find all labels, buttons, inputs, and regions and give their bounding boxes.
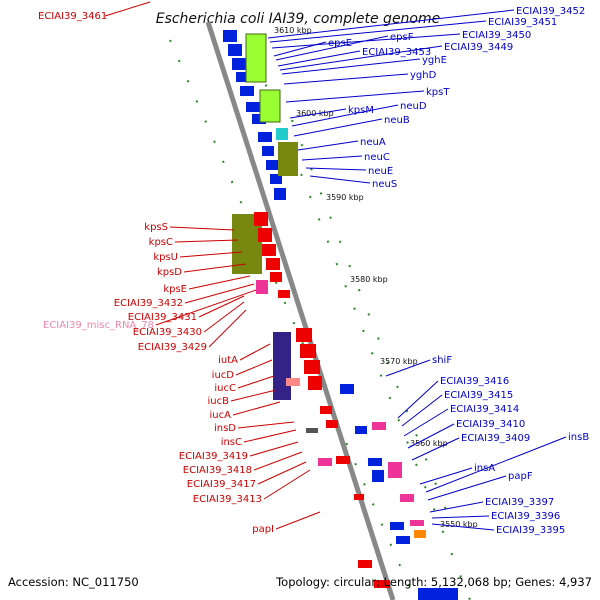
right-labels: ECIAI39_3452 ECIAI39_3451 ECIAI39_3450 e…	[328, 6, 585, 190]
gene-label: neuA	[360, 137, 386, 148]
gene-label: ECIAI39_3452	[516, 6, 585, 17]
gene-label: iutA	[218, 355, 238, 366]
gene-label: ECIAI39_3429	[138, 342, 207, 353]
gene-label: shiF	[432, 355, 452, 366]
gene-label: epsE	[328, 38, 352, 49]
feature-grey	[306, 428, 318, 433]
tick-label: 3570 kbp	[380, 357, 418, 366]
left-leaders	[155, 226, 321, 530]
gene-label: ECIAI39_3416	[440, 376, 509, 387]
gene-label: ECIAI39_3410	[456, 419, 525, 430]
gene-label: neuC	[364, 152, 390, 163]
tick-labels: 3610 kbp 3600 kbp 3590 kbp 3580 kbp 3570…	[274, 26, 478, 529]
gene-label: ECIAI39_3397	[485, 497, 554, 508]
gene-label: iucC	[214, 383, 236, 394]
label-leader	[104, 1, 151, 17]
gene-label: insB	[568, 432, 589, 443]
gene-label: kpsS	[144, 222, 168, 233]
gene-label: ECIAI39_3413	[193, 494, 262, 505]
gene-label: yghD	[410, 70, 437, 81]
gene-label: neuB	[384, 115, 410, 126]
gene-label: ECIAI39_3419	[179, 451, 248, 462]
genome-backbone	[205, 21, 396, 600]
right-leaders	[267, 9, 515, 184]
gene-label: ECIAI39_3396	[491, 511, 560, 522]
gene-label: ECIAI39_3431	[128, 312, 197, 323]
gene-label: yghE	[422, 55, 447, 66]
gene-label: ECIAI39_3430	[133, 327, 202, 338]
gene-label: papI	[252, 524, 274, 535]
feature-pink-4	[400, 494, 414, 502]
gene-label: neuE	[368, 166, 393, 177]
gene-label: ECIAI39_3417	[187, 479, 256, 490]
reverse-genes	[254, 212, 390, 588]
inner-tick-ring	[247, 39, 471, 600]
feature-pink-5	[410, 520, 424, 526]
gene-label: ECIAI39_3418	[183, 465, 252, 476]
cds-block-kpsM	[276, 128, 288, 140]
accession-text: Accession: NC_011750	[8, 575, 139, 589]
outer-tick-ring	[169, 39, 416, 600]
map-title: Escherichia coli IAI39, complete genome	[156, 11, 441, 27]
tick-label: 3610 kbp	[274, 26, 312, 35]
cds-block-yghD	[259, 89, 281, 123]
tick-label: 3560 kbp	[410, 439, 448, 448]
gene-label: ECIAI39_misc_RNA_78	[43, 320, 154, 331]
gene-label: ECIAI39_3449	[444, 42, 513, 53]
gene-label: iucB	[208, 396, 230, 407]
tick-label: 3580 kbp	[350, 275, 388, 284]
gene-label: iucA	[210, 410, 232, 421]
right-lower-leaders	[385, 359, 567, 531]
cds-block-iucC	[286, 378, 300, 386]
gene-label: kpsT	[426, 87, 450, 98]
gene-label: ECIAI39_3432	[114, 298, 183, 309]
gene-label: neuD	[400, 101, 427, 112]
feature-pink-1	[372, 422, 386, 430]
misc-rna-feature	[256, 280, 268, 294]
gene-label: ECIAI39_3414	[450, 404, 519, 415]
tick-label: 3550 kbp	[440, 520, 478, 529]
gene-label: ECIAI39_3450	[462, 30, 531, 41]
gene-label: kpsE	[163, 284, 187, 295]
gene-label: kpsU	[153, 252, 178, 263]
gene-label: papF	[508, 471, 533, 482]
cds-block-epsE	[245, 33, 267, 83]
gene-label: epsF	[390, 32, 414, 43]
gene-label: kpsM	[348, 105, 374, 116]
gene-label: ECIAI39_3415	[444, 390, 513, 401]
gene-label: kpsC	[149, 237, 173, 248]
gene-label: ECIAI39_3451	[488, 17, 557, 28]
gene-label: ECIAI39_3409	[461, 433, 530, 444]
gene-label: neuS	[372, 179, 397, 190]
forward-genes	[223, 30, 458, 600]
gene-label: iucD	[212, 370, 235, 381]
gene-label: ECIAI39_3395	[496, 525, 565, 536]
tick-label: 3590 kbp	[326, 193, 364, 202]
feature-orange	[414, 530, 426, 538]
right-lower-labels: shiF ECIAI39_3416 ECIAI39_3415 ECIAI39_3…	[432, 355, 589, 536]
gene-label: insC	[221, 437, 242, 448]
feature-pink-2	[318, 458, 332, 466]
gene-label: insD	[214, 423, 236, 434]
cds-block-neuA	[278, 142, 298, 176]
left-labels: kpsS kpsC kpsU kpsD kpsE ECIAI39_3432 EC…	[43, 222, 274, 535]
genome-summary-text: Topology: circular; Length: 5,132,068 bp…	[275, 575, 592, 589]
gene-label: kpsD	[157, 267, 182, 278]
gene-label: ECIAI39_3461	[38, 11, 107, 22]
feature-pink-3	[388, 462, 402, 478]
